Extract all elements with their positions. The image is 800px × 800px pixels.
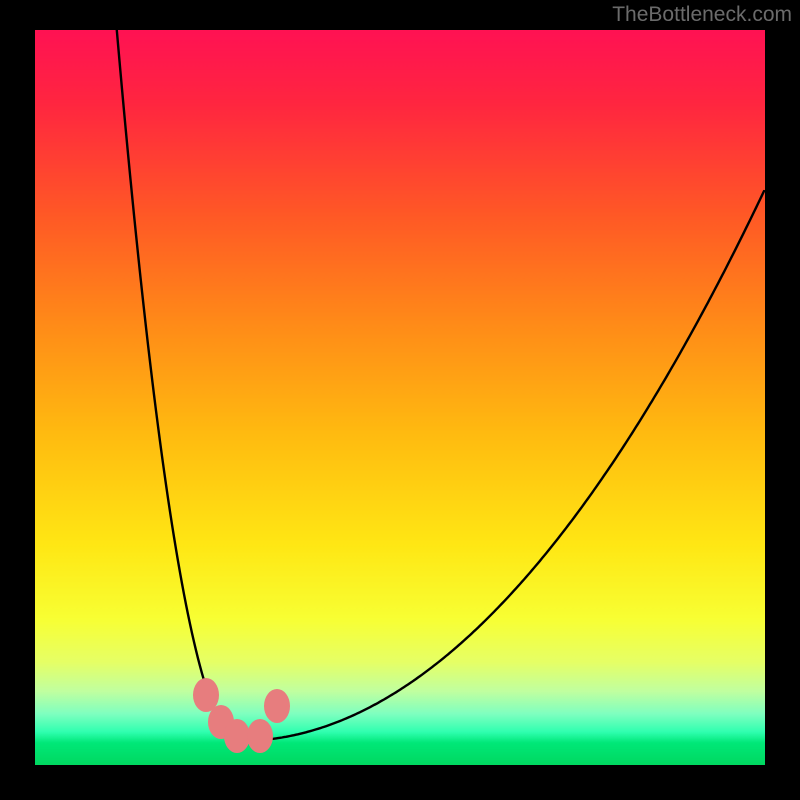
marker-dot xyxy=(247,719,273,753)
watermark-text: TheBottleneck.com xyxy=(612,3,792,27)
chart-container: TheBottleneck.com xyxy=(0,0,800,800)
marker-dot xyxy=(224,719,250,753)
marker-dot xyxy=(264,689,290,723)
plot-overlay xyxy=(35,30,765,765)
plot-area xyxy=(35,30,765,765)
bottleneck-curve xyxy=(116,30,764,741)
